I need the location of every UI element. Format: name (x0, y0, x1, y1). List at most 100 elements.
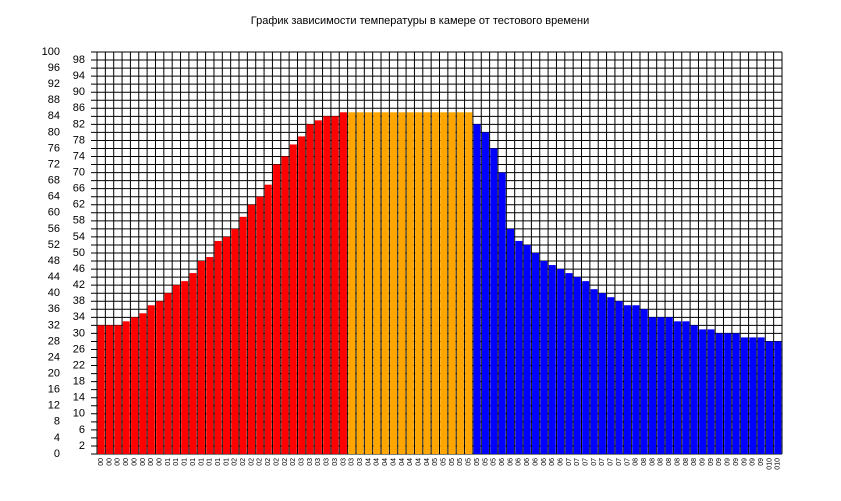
x-tick-label: 00 (156, 458, 163, 466)
bar (665, 317, 673, 454)
bar (682, 321, 690, 454)
bar (281, 156, 289, 454)
bar (481, 132, 489, 454)
y-tick-label: 26 (73, 343, 85, 355)
y-tick-label: 40 (48, 287, 60, 299)
x-tick-label: 08 (641, 458, 648, 466)
bar (122, 321, 130, 454)
x-tick-label: 07 (599, 458, 606, 466)
y-tick-label: 54 (73, 231, 85, 243)
bar (289, 144, 297, 454)
bar (724, 333, 732, 454)
x-tick-label: 00 (148, 458, 155, 466)
y-tick-label: 70 (73, 167, 85, 179)
y-tick-label: 60 (48, 207, 60, 219)
x-tick-label: 01 (173, 458, 180, 466)
bar (473, 124, 481, 455)
bar (448, 112, 456, 455)
x-tick-label: 02 (290, 458, 297, 466)
bar (323, 116, 331, 454)
y-tick-label: 68 (48, 175, 60, 187)
bar (615, 301, 623, 454)
bar (548, 265, 556, 454)
x-tick-label: 04 (390, 458, 397, 466)
y-tick-label: 48 (48, 255, 60, 267)
x-tick-label: 09 (716, 458, 723, 466)
bar (757, 337, 765, 454)
bar (331, 116, 339, 454)
x-tick-label: 08 (674, 458, 681, 466)
x-tick-label: 010 (775, 458, 782, 470)
y-tick-label: 0 (54, 448, 60, 460)
bar (139, 313, 147, 454)
bar (749, 337, 757, 454)
x-tick-label: 00 (115, 458, 122, 466)
x-tick-label: 03 (357, 458, 364, 466)
bar (189, 273, 197, 454)
bar (582, 281, 590, 454)
bar (740, 337, 748, 454)
y-tick-label: 58 (73, 215, 85, 227)
bar (298, 136, 306, 455)
bar (231, 228, 239, 454)
y-tick-label: 4 (54, 432, 60, 444)
bar (498, 172, 506, 454)
x-tick-label: 04 (382, 458, 389, 466)
bar (540, 261, 548, 454)
x-tick-label: 01 (165, 458, 172, 466)
y-tick-label: 8 (54, 416, 60, 428)
bar (657, 317, 665, 454)
x-tick-label: 09 (708, 458, 715, 466)
bar (715, 333, 723, 454)
x-tick-label: 06 (516, 458, 523, 466)
bar (456, 112, 464, 455)
bar (97, 325, 105, 454)
y-tick-label: 32 (48, 319, 60, 331)
bar (273, 164, 281, 454)
bar (423, 112, 431, 455)
x-tick-label: 02 (248, 458, 255, 466)
x-tick-label: 05 (466, 458, 473, 466)
x-tick-label: 04 (415, 458, 422, 466)
bar (506, 228, 515, 454)
bar (674, 321, 682, 454)
y-tick-label: 74 (73, 150, 85, 162)
x-tick-label: 00 (98, 458, 105, 466)
x-tick-label: 07 (616, 458, 623, 466)
x-tick-label: 08 (658, 458, 665, 466)
bar (607, 297, 615, 454)
x-tick-label: 01 (215, 458, 222, 466)
x-tick-label: 07 (608, 458, 615, 466)
bar (557, 269, 565, 454)
y-tick-label: 86 (73, 102, 85, 114)
bar (364, 112, 373, 455)
x-tick-label: 06 (541, 458, 548, 466)
x-tick-label: 00 (123, 458, 130, 466)
x-tick-label: 09 (758, 458, 765, 466)
bar (532, 253, 540, 454)
bar (431, 112, 439, 455)
x-tick-label: 05 (432, 458, 439, 466)
y-tick-label: 46 (73, 263, 85, 275)
y-tick-label: 66 (73, 183, 85, 195)
y-tick-label: 22 (73, 359, 85, 371)
x-tick-label: 09 (733, 458, 740, 466)
x-tick-label: 02 (265, 458, 272, 466)
x-tick-label: 06 (532, 458, 539, 466)
x-tick-label: 09 (699, 458, 706, 466)
bar (239, 216, 247, 454)
y-tick-label: 64 (48, 191, 60, 203)
x-tick-label: 03 (349, 458, 356, 466)
x-tick-label: 03 (315, 458, 322, 466)
bar (147, 305, 155, 454)
bar (306, 124, 314, 455)
bar (197, 261, 205, 454)
y-tick-label: 28 (48, 335, 60, 347)
bar (465, 112, 473, 455)
x-tick-label: 00 (140, 458, 147, 466)
bar (774, 341, 782, 454)
x-tick-label: 01 (190, 458, 197, 466)
x-tick-label: 08 (633, 458, 640, 466)
x-tick-label: 01 (223, 458, 230, 466)
bar (649, 317, 657, 454)
